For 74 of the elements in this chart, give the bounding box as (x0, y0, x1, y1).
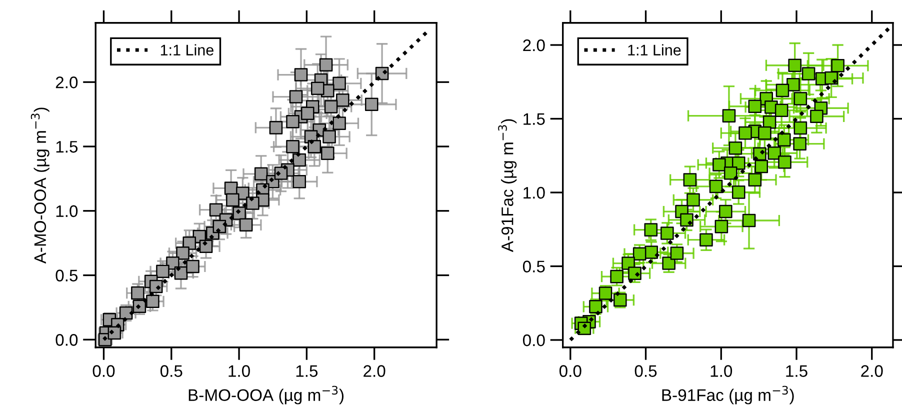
point (722, 109, 736, 122)
y-tick-label: 1.5 (56, 141, 78, 153)
x-axis-title: B-MO-OOA (µg m$^{−3}$) (188, 386, 344, 404)
y-tick-label: 1.5 (524, 113, 545, 125)
point (793, 137, 806, 150)
y-tick-label: 0.5 (56, 270, 78, 282)
point (776, 84, 790, 98)
point (644, 223, 658, 236)
point (788, 58, 802, 72)
point (810, 110, 824, 124)
x-tick-label: 1.5 (786, 365, 808, 377)
point (321, 146, 334, 160)
point (786, 78, 800, 92)
point (146, 294, 160, 308)
y-tick-label: 0.0 (522, 334, 545, 346)
point (336, 94, 350, 107)
legend-label: 1:1 Line (160, 44, 214, 56)
point (714, 220, 728, 234)
point (246, 196, 260, 210)
x-tick-label: 0.5 (634, 365, 657, 377)
y-tick-label: 1.0 (56, 205, 78, 218)
point (742, 214, 756, 228)
x-tick-label: 1.0 (228, 365, 250, 377)
point (683, 173, 697, 186)
point (324, 100, 338, 114)
point (709, 180, 723, 194)
point (680, 213, 694, 227)
point (719, 204, 732, 218)
point (294, 68, 308, 82)
point (628, 266, 642, 280)
x-tick-label: 0.5 (160, 365, 182, 377)
point (732, 186, 746, 199)
point (794, 92, 808, 106)
legend-label: 1:1 Line (628, 44, 681, 56)
point (700, 233, 713, 246)
point (748, 100, 762, 113)
x-tick-label: 0.0 (92, 365, 115, 377)
point (660, 226, 674, 240)
y-axis-title: A-MO-OOA (µg m$^{−3}$) (30, 108, 50, 264)
point (308, 140, 322, 154)
point (686, 193, 700, 207)
y-axis-title: A-91Fac (µg m$^{−3}$) (498, 119, 517, 252)
point (738, 126, 752, 140)
point (794, 121, 808, 135)
y-tick-label: 0.0 (56, 334, 78, 346)
point (670, 246, 684, 260)
point (748, 173, 762, 186)
point (332, 116, 346, 130)
y-tick-label: 2.0 (56, 76, 78, 88)
point (292, 153, 306, 167)
point (802, 67, 816, 80)
x-tick-label: 2.0 (364, 365, 386, 377)
x-tick-label: 2.0 (861, 365, 883, 377)
point (269, 121, 283, 134)
point (322, 130, 336, 144)
x-axis-title: B-91Fac (µg m$^{−3}$) (662, 386, 794, 404)
y-tick-label: 0.5 (522, 260, 545, 272)
x-tick-label: 0.0 (559, 365, 582, 377)
point (239, 218, 253, 232)
point (300, 106, 314, 120)
point (768, 146, 781, 160)
y-tick-label: 2.0 (523, 39, 545, 52)
point (831, 59, 844, 72)
point (758, 126, 772, 140)
point (311, 82, 324, 96)
x-tick-label: 1.0 (710, 365, 732, 377)
y-tick-label: 1.0 (524, 186, 545, 199)
point (662, 256, 676, 270)
point (364, 98, 378, 112)
point (286, 140, 300, 154)
point (176, 246, 190, 260)
x-tick-label: 1.5 (296, 365, 318, 377)
point (824, 71, 838, 85)
point (778, 155, 792, 169)
